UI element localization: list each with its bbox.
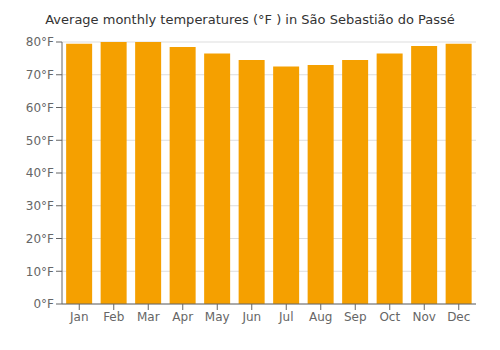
svg-text:May: May [205,310,230,324]
svg-text:50°F: 50°F [26,134,54,148]
svg-text:60°F: 60°F [26,101,54,115]
svg-text:Jan: Jan [69,310,89,324]
svg-text:Apr: Apr [172,310,193,324]
svg-text:Jul: Jul [278,310,293,324]
svg-text:10°F: 10°F [26,265,54,279]
svg-text:30°F: 30°F [26,199,54,213]
svg-text:Oct: Oct [379,310,400,324]
svg-text:40°F: 40°F [26,166,54,180]
html-text:Average monthly temperatures (: Average monthly temperatures (°F ) in Sã… [45,12,455,27]
svg-text:Dec: Dec [447,310,470,324]
svg-text:Sep: Sep [344,310,367,324]
svg-text:70°F: 70°F [26,68,54,82]
svg-text:0°F: 0°F [33,297,54,311]
svg-text:Nov: Nov [413,310,436,324]
svg-text:Feb: Feb [103,310,124,324]
svg-text:80°F: 80°F [26,35,54,49]
svg-text:Mar: Mar [137,310,160,324]
svg-text:Aug: Aug [309,310,332,324]
svg-text:20°F: 20°F [26,232,54,246]
svg-text:Jun: Jun [241,310,261,324]
